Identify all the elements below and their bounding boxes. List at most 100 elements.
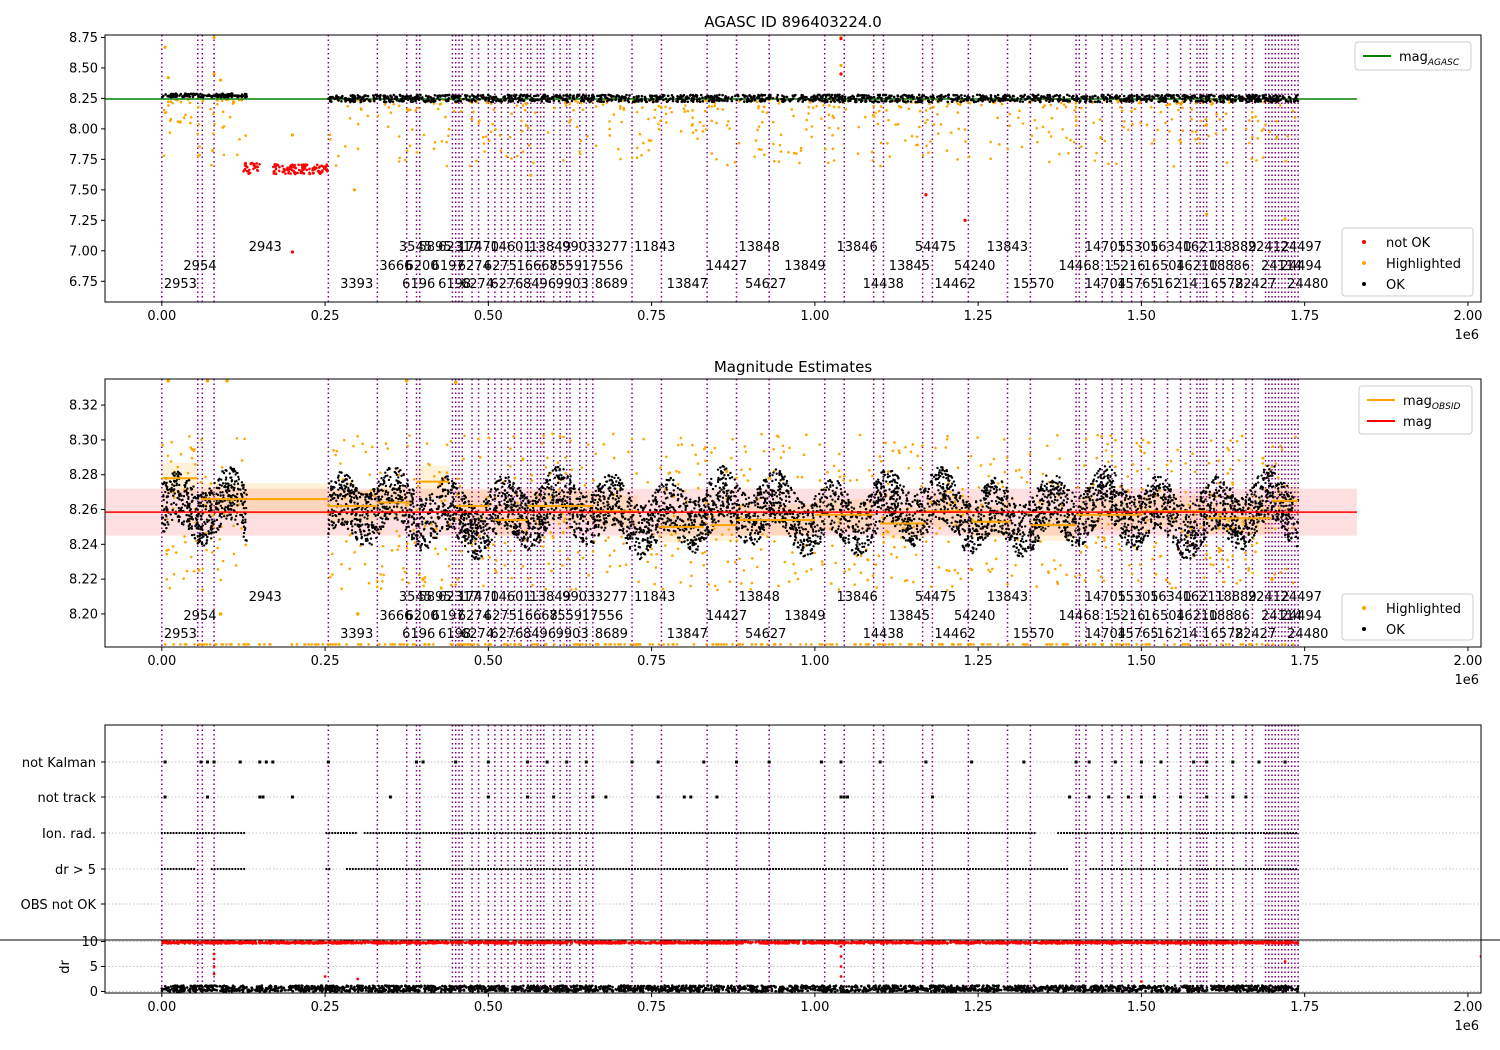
highlighted-point [925, 144, 928, 148]
ok-point [472, 98, 475, 101]
ok-point [1284, 99, 1288, 103]
highlighted-point [193, 643, 196, 646]
highlighted-point [1143, 451, 1146, 455]
highlighted-point [871, 114, 875, 117]
ok-point [1039, 96, 1042, 100]
ok-point [203, 521, 206, 524]
x-offset-label: 1e6 [1454, 328, 1479, 343]
highlighted-point [675, 469, 678, 473]
ok-point [202, 496, 206, 499]
highlighted-point [579, 139, 583, 143]
ok-point [813, 99, 817, 102]
highlighted-point [510, 157, 513, 160]
ok-point [849, 95, 852, 99]
ok-point [929, 95, 932, 99]
highlighted-point [570, 468, 574, 472]
ok-point [771, 96, 775, 100]
ok-point [888, 96, 892, 100]
ok-point [230, 494, 233, 498]
ok-point [187, 497, 190, 501]
highlighted-point [702, 563, 706, 567]
highlighted-point [556, 461, 560, 464]
highlighted-point [1153, 545, 1156, 549]
highlighted-point [937, 643, 941, 646]
highlighted-point [524, 123, 528, 127]
highlighted-point [722, 643, 726, 646]
ok-point [763, 98, 767, 102]
ok-point [1008, 99, 1012, 103]
ok-point [188, 522, 192, 526]
highlighted-point [1035, 126, 1039, 130]
ok-point [243, 92, 247, 96]
highlighted-point [269, 643, 272, 646]
highlighted-point [1184, 462, 1187, 465]
not-ok-point [277, 169, 281, 173]
highlighted-point [897, 449, 901, 452]
highlighted-point [503, 541, 507, 545]
highlighted-point [179, 452, 183, 456]
obsid-label: 14427 [706, 259, 747, 274]
highlighted-point [204, 475, 207, 479]
ok-point [872, 95, 876, 99]
highlighted-point [541, 545, 545, 548]
highlighted-point [1212, 563, 1215, 567]
ok-point [1033, 94, 1036, 98]
ok-point [604, 93, 607, 97]
ok-point [584, 95, 588, 99]
highlighted-point [1095, 151, 1098, 155]
ok-point [1068, 94, 1071, 98]
highlighted-point [1154, 541, 1158, 545]
ok-point [635, 95, 638, 98]
highlighted-point [416, 106, 420, 110]
obsid-label: 15765 [1117, 277, 1158, 292]
highlighted-point [1261, 461, 1265, 465]
ok-point [545, 99, 549, 103]
highlighted-point [663, 544, 667, 547]
not-ok-point [256, 169, 260, 173]
ok-point [1058, 96, 1061, 100]
highlighted-point [1062, 103, 1066, 106]
ok-point [340, 100, 343, 103]
not-ok-point [253, 162, 256, 166]
highlighted-point [489, 130, 493, 134]
x-tick-label: 0.50 [474, 309, 503, 324]
chart-title: AGASC ID 896403224.0 [704, 13, 882, 31]
highlighted-point [886, 142, 889, 145]
highlighted-point [985, 562, 989, 565]
highlighted-point [739, 516, 743, 519]
highlighted-point [583, 484, 587, 487]
ok-point [712, 98, 715, 101]
highlighted-point [878, 643, 882, 646]
ok-point [161, 516, 164, 519]
highlighted-point [740, 582, 743, 585]
ok-point [867, 96, 870, 100]
highlighted-point [653, 116, 656, 119]
ok-point [217, 528, 220, 531]
highlighted-point [1005, 456, 1009, 459]
ok-point [353, 94, 356, 98]
ok-point [433, 93, 437, 97]
y-tick-label: 6.75 [69, 275, 98, 290]
obsid-label: 6274 [458, 259, 491, 274]
ok-point [190, 533, 194, 537]
ok-point [890, 99, 894, 103]
highlighted-point [1208, 556, 1212, 560]
highlighted-point [1011, 643, 1015, 646]
obsid-label: 3545 [399, 240, 432, 255]
highlighted-point [406, 643, 409, 646]
ok-point [196, 497, 200, 500]
ok-point [474, 99, 477, 103]
highlighted-point [432, 147, 436, 151]
highlighted-point [1225, 161, 1229, 164]
highlighted-point [1061, 127, 1064, 131]
highlighted-point [190, 555, 193, 559]
highlighted-point [1131, 463, 1135, 466]
ok-point [699, 93, 703, 97]
ok-point [1194, 100, 1198, 103]
highlighted-point [710, 119, 714, 123]
highlighted-point [1291, 581, 1295, 585]
ok-point [1032, 96, 1036, 99]
highlighted-point [1254, 550, 1257, 554]
ok-point [165, 515, 168, 518]
